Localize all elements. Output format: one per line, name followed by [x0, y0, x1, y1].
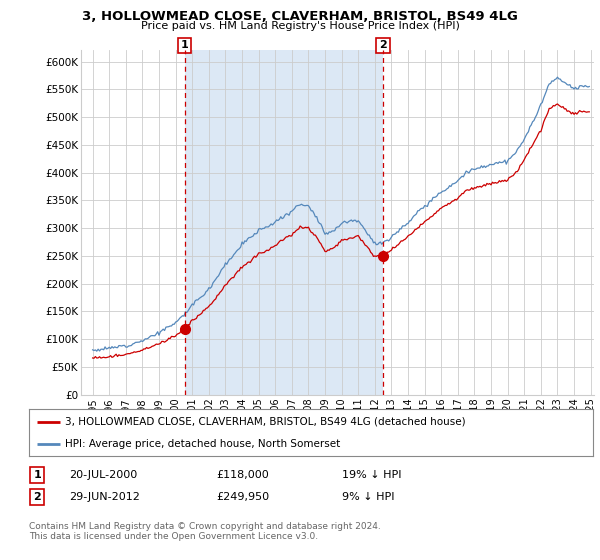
- Text: 1: 1: [181, 40, 188, 50]
- Text: 9% ↓ HPI: 9% ↓ HPI: [342, 492, 395, 502]
- Text: Price paid vs. HM Land Registry's House Price Index (HPI): Price paid vs. HM Land Registry's House …: [140, 21, 460, 31]
- Text: 3, HOLLOWMEAD CLOSE, CLAVERHAM, BRISTOL, BS49 4LG (detached house): 3, HOLLOWMEAD CLOSE, CLAVERHAM, BRISTOL,…: [65, 417, 466, 427]
- Text: 1: 1: [34, 470, 41, 480]
- Text: 19% ↓ HPI: 19% ↓ HPI: [342, 470, 401, 480]
- Text: 20-JUL-2000: 20-JUL-2000: [69, 470, 137, 480]
- Text: 2: 2: [34, 492, 41, 502]
- Text: £249,950: £249,950: [216, 492, 269, 502]
- Text: 29-JUN-2012: 29-JUN-2012: [69, 492, 140, 502]
- Text: Contains HM Land Registry data © Crown copyright and database right 2024.
This d: Contains HM Land Registry data © Crown c…: [29, 522, 380, 542]
- Text: 2: 2: [379, 40, 387, 50]
- Text: HPI: Average price, detached house, North Somerset: HPI: Average price, detached house, Nort…: [65, 438, 341, 449]
- Text: £118,000: £118,000: [216, 470, 269, 480]
- Text: 3, HOLLOWMEAD CLOSE, CLAVERHAM, BRISTOL, BS49 4LG: 3, HOLLOWMEAD CLOSE, CLAVERHAM, BRISTOL,…: [82, 10, 518, 23]
- Bar: [185, 50, 383, 395]
